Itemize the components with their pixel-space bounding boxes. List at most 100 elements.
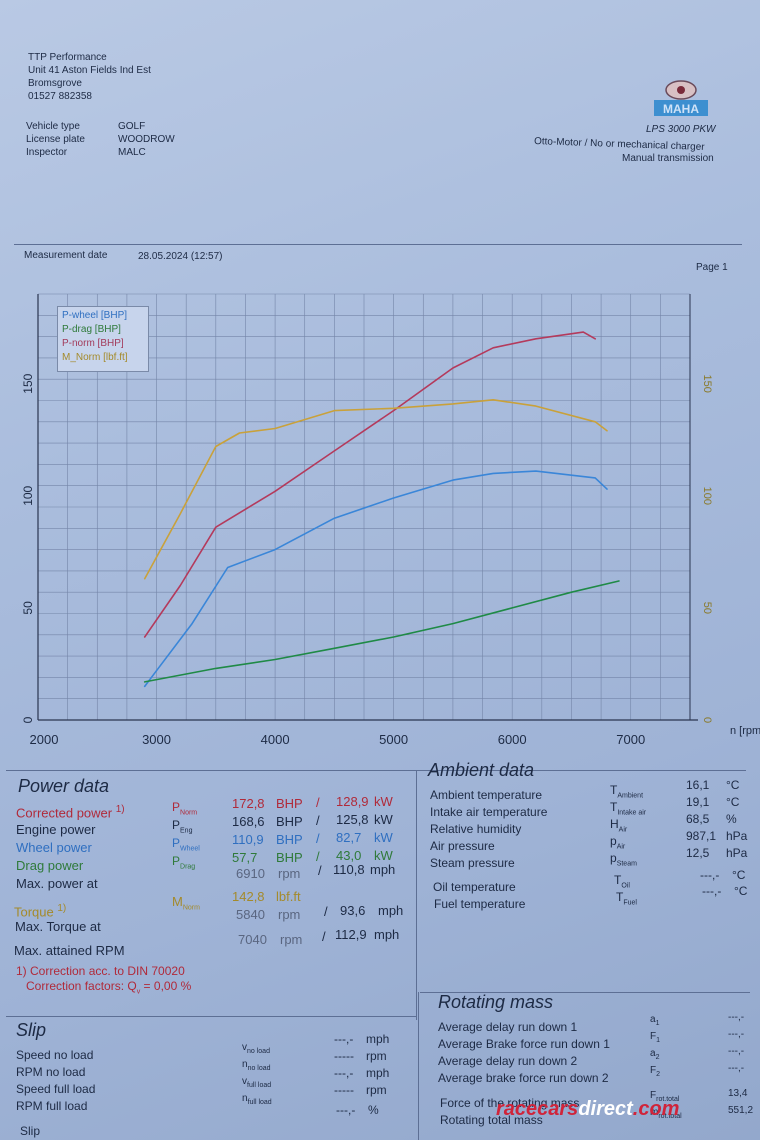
company-phone: 01527 882358 [28,91,92,102]
y-tick-label-left: 100 [21,485,35,505]
x-axis-title: n [rpm] [730,725,760,737]
power-row-sep: / [316,795,320,810]
ambient-row-value: 987,1 [686,829,717,843]
power-row-value-kw: 128,9 [336,794,369,809]
power-row-unit-kw: kW [374,848,393,863]
y-tick-label-right: 0 [701,717,713,723]
power-row-unit-kw: kW [374,812,393,827]
ambient-row-symbol: HAir [610,817,628,834]
power-row-symbol: PWheel [172,836,200,853]
divider [418,992,419,1140]
divider [14,244,742,245]
legend-m-norm: M_Norm [lbf.ft] [62,352,128,363]
rotating-row-symbol: Frot.total [650,1090,680,1103]
rotating-row-value: 13,4 [728,1088,748,1099]
power-row-value-kw: 125,8 [336,812,369,827]
maha-logo: MAHA [650,78,712,122]
power-row-unit-kw: kW [374,830,393,845]
max-torque-rpm-unit: rpm [278,907,301,922]
max-power-speed: 110,8 [333,862,365,877]
slip-row-value: ---,- [334,1066,354,1080]
y-tick-label-left: 50 [21,601,35,615]
max-rpm-speed: 112,9 [335,927,367,942]
power-row-label: Corrected power 1) [16,804,125,821]
chart-axes [37,294,698,721]
power-row-sep: / [316,849,320,864]
company-address-2: Bromsgrove [28,78,82,89]
legend-p-wheel: P-wheel [BHP] [62,310,128,321]
ambient-row-value: 16,1 [686,778,710,792]
power-row-unit-bhp: BHP [276,832,303,847]
correction-note: 1) Correction acc. to DIN 70020 [16,964,185,978]
slip-row-unit: mph [366,1032,390,1046]
ambient-row-label: Intake air temperature [430,805,548,819]
series-line-p-norm-bhp [143,331,597,638]
max-torque-speed: 93,6 [340,903,366,918]
series-line-p-wheel-bhp [143,470,608,688]
power-row-value-bhp: 110,9 [232,832,264,847]
engine-type: Otto-Motor / No or mechanical charger [533,136,705,153]
max-torque-label: Max. Torque at [15,919,101,934]
slip-row-label: RPM full load [16,1099,88,1113]
slip-row-symbol: vfull load [242,1076,272,1089]
ambient-row-label: Relative humidity [430,822,522,836]
max-power-rpm: 6910 [236,866,265,881]
power-row-symbol: PNorm [172,800,198,817]
license-plate-label: License plate [26,134,85,145]
torque-unit: lbf.ft [276,889,301,904]
inspector-label: Inspector [26,147,68,158]
max-rpm-label: Max. attained RPM [14,943,125,958]
ambient-row-symbol: pAir [610,834,626,851]
rotating-row-label: Average Brake force run down 1 [438,1037,610,1051]
power-row-unit-bhp: BHP [276,850,303,865]
oil-temp-unit: °C [732,868,746,882]
divider [6,770,746,771]
power-row-value-bhp: 57,7 [232,850,258,865]
x-tick-label: 5000 [379,732,408,747]
dyno-model: LPS 3000 PKW [646,124,716,135]
power-row-symbol: PEng [172,818,193,835]
vehicle-type-label: Vehicle type [26,121,80,132]
ambient-row-label: Air pressure [430,839,495,853]
rotating-row-symbol: a1 [650,1014,660,1027]
slip-row-label: Speed full load [16,1082,96,1096]
slip-row-symbol: nno load [242,1059,271,1072]
power-row-value-kw: 43,0 [336,848,362,863]
ambient-row-value: 12,5 [686,846,710,860]
torque-value: 142,8 [232,889,265,904]
max-power-label: Max. power at [16,876,98,891]
rotating-row-symbol: F2 [650,1065,661,1078]
torque-label: Torque 1) [14,903,67,920]
vehicle-type-value: GOLF [118,121,146,132]
slip-value: ---,- [336,1103,356,1117]
slip-title: Slip [16,1020,47,1040]
x-tick-label: 7000 [616,732,645,747]
slip-row-unit: rpm [366,1083,387,1097]
slip-row-label: Speed no load [16,1048,94,1062]
watermark-racecarsdirect: racecarsdirect.com [496,1098,680,1120]
fuel-temp-label: Fuel temperature [434,897,526,911]
slip-row-value: ----- [334,1083,354,1097]
power-row-unit-kw: kW [374,794,393,809]
license-plate-value: WOODROW [118,134,175,145]
divider [416,770,417,1020]
ambient-row-unit: hPa [726,829,748,843]
inspector-value: MALC [118,147,146,158]
y-tick-label-right: 50 [701,602,713,614]
slip-row-unit: mph [366,1066,390,1080]
ambient-data-title: Ambient data [428,760,535,780]
rotating-row-symbol: a2 [650,1048,660,1061]
rotating-row-label: Force of the rotating mass [440,1096,580,1110]
fuel-temp-symbol: TFuel [616,890,637,907]
chart-series [143,331,620,688]
max-rpm-sep: / [322,929,326,944]
rotating-row-value: ---,- [728,1046,745,1057]
legend-p-norm: P-norm [BHP] [62,338,124,349]
max-rpm-unit: rpm [280,932,303,947]
fuel-temp-value: ---,- [702,884,722,898]
rotating-row-value: ---,- [728,1029,745,1040]
rotating-row-label: Average delay run down 1 [438,1020,578,1034]
fuel-temp-unit: °C [734,884,748,898]
slip-unit: % [368,1103,379,1117]
